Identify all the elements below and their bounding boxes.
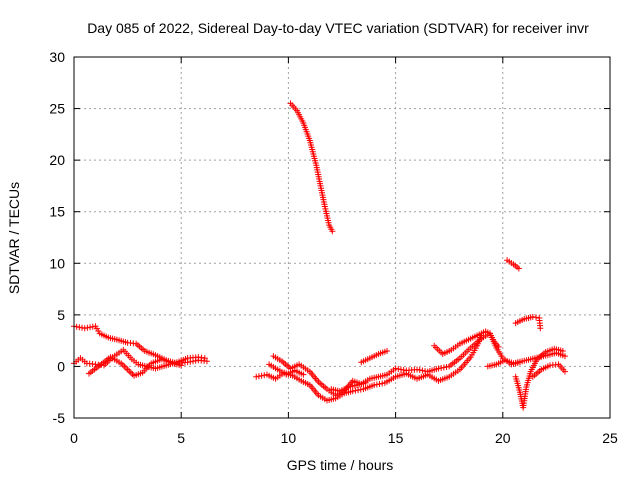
plot-frame [73,56,611,419]
data-points [71,100,568,411]
series-track-l [529,361,568,380]
data-point-fill [376,380,383,387]
series-track-h [358,347,391,366]
series-track-i [431,328,502,358]
data-point [414,366,421,373]
series-track-m [512,313,544,332]
data-point-fill [440,364,447,371]
data-point-fill [373,381,380,388]
data-point [529,313,536,320]
series-track-o [287,100,336,235]
data-point [329,228,336,235]
y-tick-label: -5 [53,410,66,426]
y-axis-label: SDTVAR / TECUs [6,182,22,294]
data-point-fill [87,324,94,331]
x-axis-label: GPS time / hours [287,457,394,473]
data-point [435,365,442,372]
chart-title: Day 085 of 2022, Sidereal Day-to-day VTE… [87,20,589,36]
data-point-fill [443,363,450,370]
data-point-fill [397,366,404,373]
series-track-c [86,354,185,379]
data-point [371,381,378,388]
y-tick-labels: -5 0 5 10 15 20 25 30 [49,49,65,426]
data-point-fill [79,324,86,331]
data-point-fill [438,364,445,371]
data-point-fill [355,387,362,394]
data-point-fill [198,354,205,361]
data-point-fill [419,367,426,374]
data-point [515,265,522,272]
data-point [495,343,502,350]
data-point-fill [89,323,96,330]
x-tick-label: 5 [177,430,185,446]
grid-lines [74,57,610,418]
data-point [253,373,260,380]
x-tick-labels: 0 5 10 15 20 25 [70,430,618,446]
y-tick-label: 15 [49,204,65,220]
data-point [81,325,88,332]
series-track-g [328,379,369,395]
y-tick-label: 25 [49,101,65,117]
data-point-fill [395,366,402,373]
data-point [537,325,544,332]
x-tick-label: 0 [70,430,78,446]
data-point [561,368,568,375]
data-point [392,365,399,372]
series-track-e [270,330,523,399]
axis-ticks [73,56,611,419]
data-point [384,347,391,354]
data-point [561,353,568,360]
data-point-fill [379,380,386,387]
data-point [559,347,566,354]
data-point [362,379,369,386]
series-track-a [71,323,210,367]
data-point-fill [400,367,407,374]
data-point-fill [258,372,265,379]
data-point-fill [357,386,364,393]
data-point [349,388,356,395]
series-track-f [266,361,307,378]
data-point [203,358,210,365]
data-point [195,354,202,361]
data-point-fill [416,367,423,374]
x-tick-label: 20 [495,430,511,446]
y-tick-label: 20 [49,152,65,168]
series-track-k [512,345,566,411]
data-point-fill [352,387,359,394]
y-tick-label: 5 [57,307,65,323]
data-point [178,362,185,369]
series-track-n [504,257,522,272]
data-point-fill [76,324,83,331]
data-point-fill [261,372,268,379]
y-tick-label: 0 [57,358,65,374]
x-tick-label: 10 [281,430,297,446]
data-point-fill [533,314,540,321]
data-point [201,355,208,362]
data-point-fill [84,324,91,331]
x-tick-label: 15 [388,430,404,446]
y-tick-label: 30 [49,49,65,65]
x-tick-label: 25 [602,430,618,446]
data-point-fill [73,323,80,330]
y-tick-label: 10 [49,255,65,271]
data-point [300,371,307,378]
series-track-b [71,346,208,372]
data-point-fill [255,373,262,380]
